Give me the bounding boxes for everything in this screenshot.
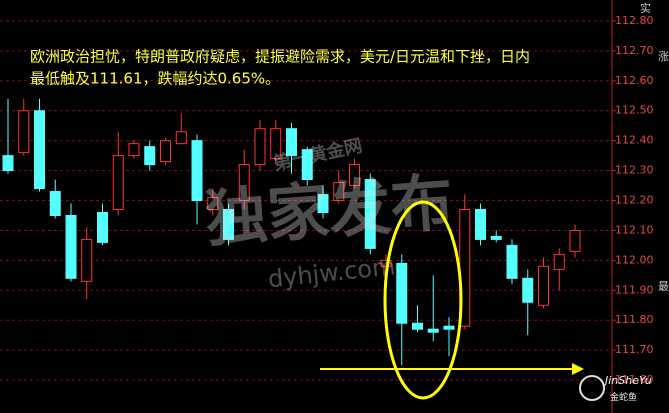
watermark-text: 独家发布: [203, 166, 456, 256]
candle-body: [223, 208, 234, 240]
candle-body: [522, 277, 534, 303]
y-tick-label: 112.20: [615, 194, 654, 207]
y-tick-label: 112.30: [615, 164, 654, 177]
candle-body: [238, 164, 250, 202]
candle-body: [286, 128, 297, 157]
logo-subtext: 金蛇鱼: [610, 391, 637, 403]
candle-body: [81, 238, 93, 282]
candle-body: [412, 322, 423, 330]
candle-body: [97, 211, 108, 243]
candle-body: [427, 328, 439, 333]
candle-body: [49, 191, 61, 216]
y-tick-label: 112.50: [615, 104, 654, 117]
y-tick-label: 112.60: [615, 74, 654, 87]
candle-body: [34, 110, 45, 190]
y-tick-label: 112.80: [615, 14, 654, 27]
side-label: 实: [640, 1, 651, 15]
annotation: 最低触及111.61，跌幅约达0.65%。: [30, 70, 280, 88]
side-label: 涨: [658, 50, 669, 63]
candle-body: [191, 140, 203, 202]
side-label: 最: [658, 280, 669, 293]
candle-body: [18, 110, 30, 154]
candle-body: [112, 155, 124, 210]
logo-icon: [579, 375, 605, 401]
candle-body: [270, 128, 282, 160]
watermark: 独家发布 dyhjw.com 第一黄金网: [203, 134, 456, 293]
candles: [2, 98, 581, 366]
highlight-ellipse: [383, 200, 463, 400]
logo-text: JinSheYu: [603, 374, 652, 387]
logo: JinSheYu 金蛇鱼: [579, 374, 652, 403]
annotation: 欧洲政治担忧，特朗普政府疑虑，提振避险需求，美元/日元温和下挫，日内: [30, 48, 530, 66]
candle-body: [65, 214, 77, 279]
y-tick-label: 111.60: [615, 373, 654, 386]
y-tick-label: 111.90: [615, 283, 654, 296]
candle-body: [160, 140, 171, 163]
candle-body: [207, 197, 219, 210]
candle-body: [2, 155, 14, 172]
candle-body: [364, 179, 376, 249]
candle-body: [349, 164, 360, 187]
candle-body: [553, 253, 565, 270]
candle-body: [301, 149, 313, 181]
y-tick-label: 111.70: [615, 343, 654, 356]
candle-body: [144, 146, 156, 166]
y-tick-label: 111.80: [615, 313, 654, 326]
candle-body: [333, 182, 345, 202]
candle-body: [128, 143, 140, 157]
candle-body: [569, 229, 581, 252]
candle-body: [317, 194, 329, 213]
y-tick-label: 112.70: [615, 44, 654, 57]
candle-body: [490, 235, 502, 240]
candle-body: [254, 128, 266, 166]
candle-body: [175, 131, 187, 145]
candle-body: [506, 244, 518, 279]
candle-body: [475, 208, 486, 240]
candle-body: [443, 325, 455, 330]
y-tick-label: 112.10: [615, 223, 654, 236]
y-tick-label: 112.40: [615, 134, 654, 147]
candle-body: [538, 265, 549, 306]
candle-body: [396, 262, 408, 324]
arrow-head: [572, 363, 584, 375]
y-tick-label: 112.00: [615, 253, 654, 266]
